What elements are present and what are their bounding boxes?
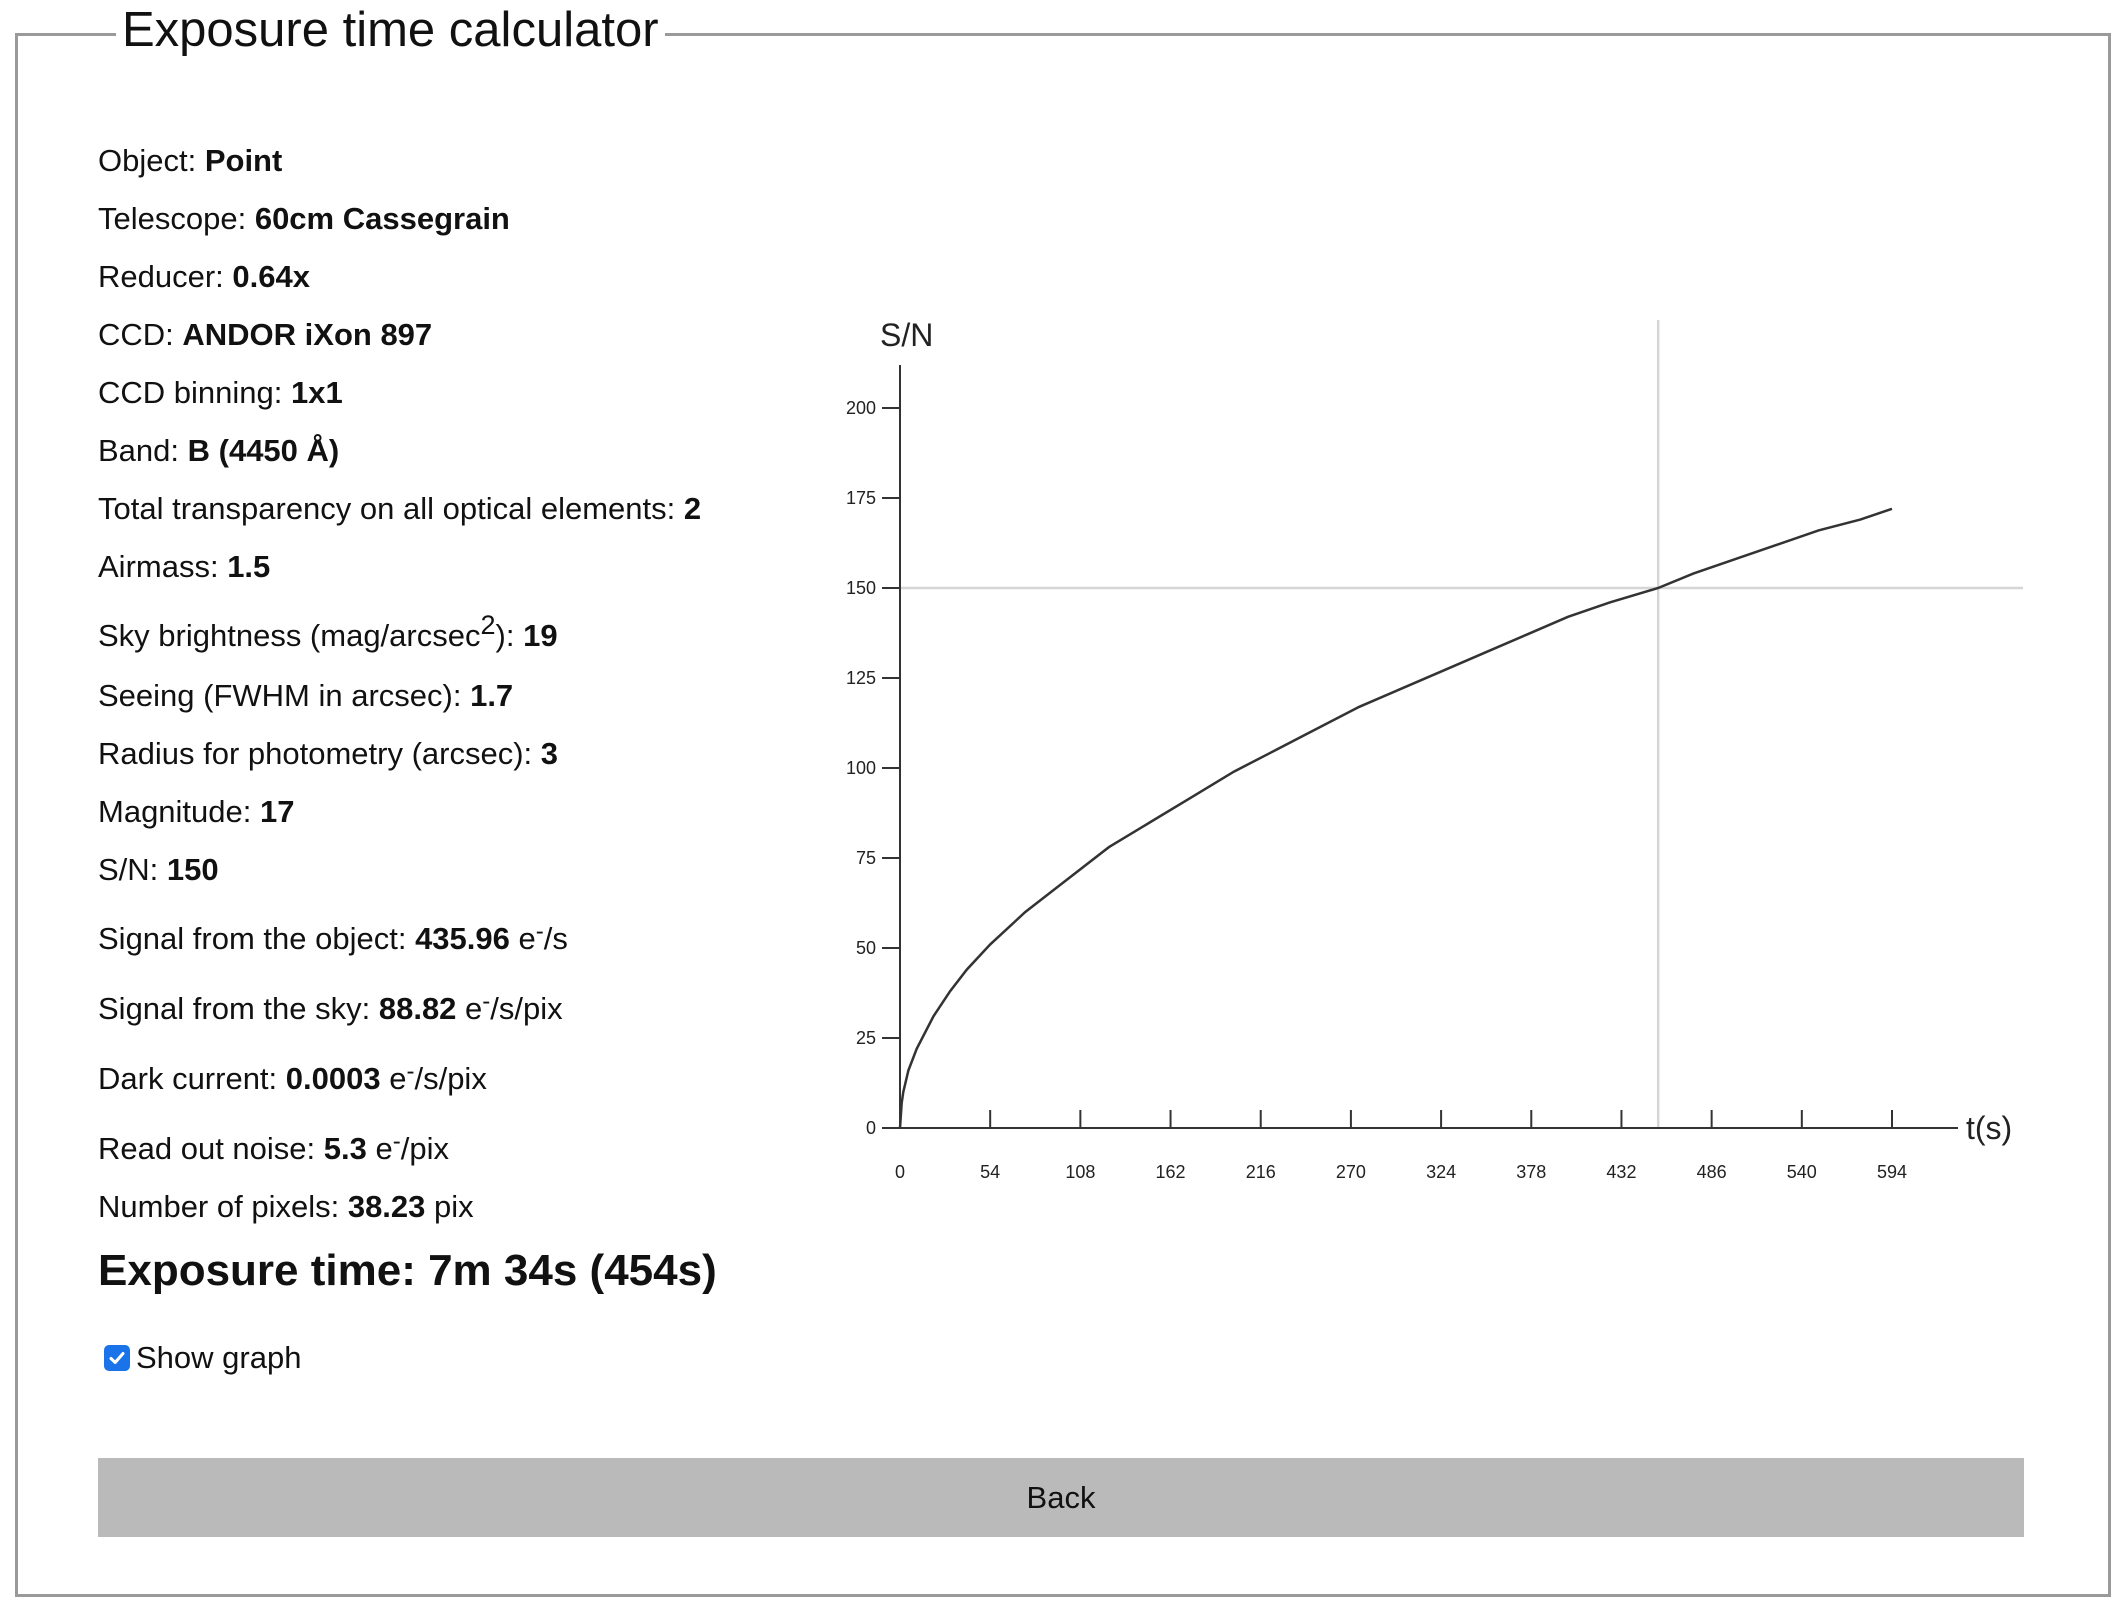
signal-object: Signal from the object: 435.96 e-/s [98, 918, 568, 956]
y-tick-label: 75 [856, 848, 876, 868]
param-radius: Radius for photometry (arcsec): 3 [98, 736, 559, 771]
y-tick-label: 200 [846, 398, 876, 418]
param-transparency: Total transparency on all optical elemen… [98, 491, 702, 526]
show-graph-label: Show graph [136, 1340, 302, 1375]
x-tick-label: 486 [1697, 1162, 1727, 1182]
param-sky-brightness: Sky brightness (mag/arcsec2): 19 [98, 610, 558, 653]
y-axis-title: S/N [880, 317, 933, 353]
fieldset-legend: Exposure time calculator [116, 0, 665, 60]
signal-sky: Signal from the sky: 88.82 e-/s/pix [98, 988, 563, 1026]
param-ccd-binning: CCD binning: 1x1 [98, 375, 343, 410]
param-object: Object: Point [98, 143, 283, 178]
x-tick-label: 54 [980, 1162, 1000, 1182]
x-tick-label: 324 [1426, 1162, 1456, 1182]
param-magnitude: Magnitude: 17 [98, 794, 295, 829]
checkmark-icon [109, 1352, 125, 1364]
read-out-noise: Read out noise: 5.3 e-/pix [98, 1128, 449, 1166]
y-tick-label: 25 [856, 1028, 876, 1048]
y-tick-label: 100 [846, 758, 876, 778]
sn-vs-time-chart: 0 25 50 75 100 125 150 175 200 0 54 108 162 216 270 324… [846, 317, 2023, 1182]
x-tick-label: 216 [1246, 1162, 1276, 1182]
x-tick-label: 162 [1156, 1162, 1186, 1182]
calculator-fieldset: Exposure time calculator [15, 0, 2111, 1597]
x-tick-label: 540 [1787, 1162, 1817, 1182]
number-of-pixels: Number of pixels: 38.23 pix [98, 1189, 474, 1224]
param-seeing: Seeing (FWHM in arcsec): 1.7 [98, 678, 514, 713]
param-band: Band: B (4450 Å) [98, 433, 340, 468]
back-button[interactable]: Back [98, 1458, 2024, 1537]
x-tick-label: 432 [1606, 1162, 1636, 1182]
x-tick-label: 108 [1065, 1162, 1095, 1182]
param-sn: S/N: 150 [98, 852, 219, 887]
exposure-time-result: Exposure time: 7m 34s (454s) [98, 1246, 717, 1295]
show-graph-checkbox[interactable] [104, 1345, 130, 1371]
y-tick-label: 125 [846, 668, 876, 688]
sn-curve [898, 507, 1893, 1129]
y-tick-label: 50 [856, 938, 876, 958]
show-graph-toggle[interactable]: Show graph [104, 1340, 301, 1376]
param-ccd: CCD: ANDOR iXon 897 [98, 317, 433, 352]
x-tick-label: 0 [895, 1162, 905, 1182]
y-tick-label: 150 [846, 578, 876, 598]
dark-current: Dark current: 0.0003 e-/s/pix [98, 1058, 487, 1096]
x-tick-label: 594 [1877, 1162, 1907, 1182]
x-axis-title: t(s) [1966, 1110, 2012, 1146]
param-reducer: Reducer: 0.64x [98, 259, 310, 294]
y-tick-label: 175 [846, 488, 876, 508]
x-tick-label: 270 [1336, 1162, 1366, 1182]
param-telescope: Telescope: 60cm Cassegrain [98, 201, 510, 236]
param-airmass: Airmass: 1.5 [98, 549, 271, 584]
y-tick-label: 0 [866, 1118, 876, 1138]
x-tick-label: 378 [1516, 1162, 1546, 1182]
